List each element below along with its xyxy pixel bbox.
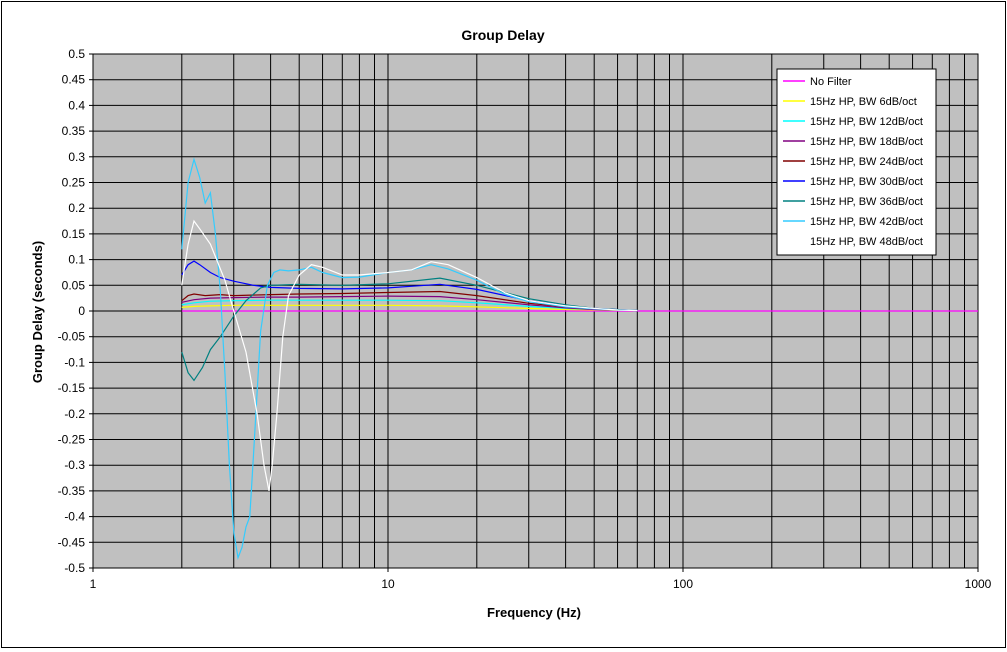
- y-tick-label: -0.5: [64, 561, 85, 575]
- y-tick-label: 0.3: [68, 150, 85, 164]
- legend-box: [776, 68, 937, 256]
- legend-entry: 15Hz HP, BW 18dB/oct: [810, 136, 923, 148]
- legend-entry: 15Hz HP, BW 48dB/oct: [810, 236, 923, 248]
- series-line-2: [181, 304, 638, 312]
- y-tick-label: -0.1: [64, 355, 85, 369]
- y-tick-label: 0.25: [62, 176, 86, 190]
- y-tick-label: 0: [78, 304, 85, 318]
- legend: No Filter 15Hz HP, BW 6dB/oct 15Hz HP, BW …: [776, 68, 937, 256]
- x-tick-label: 1: [90, 577, 97, 591]
- y-tick-label: -0.15: [58, 381, 86, 395]
- series-line-9: [181, 219, 638, 492]
- chart-title: Group Delay: [461, 27, 544, 43]
- y-tick-label: 0.35: [62, 124, 86, 138]
- series-line-3: [181, 299, 638, 312]
- series-line-7: [181, 277, 638, 382]
- y-tick-label: -0.35: [58, 484, 86, 498]
- legend-entry: 15Hz HP, BW 42dB/oct: [810, 216, 923, 228]
- legend-entry: 15Hz HP, BW 24dB/oct: [810, 156, 923, 168]
- y-tick-label: 0.05: [62, 278, 86, 292]
- y-tick-label: 0.15: [62, 227, 86, 241]
- x-axis-label: Frequency (Hz): [487, 605, 581, 620]
- y-tick-label: 0.1: [68, 253, 85, 267]
- x-tick-label: 1000: [965, 577, 992, 591]
- y-tick-label: -0.45: [58, 535, 86, 549]
- y-tick-label: -0.05: [58, 330, 86, 344]
- legend-entry: 15Hz HP, BW 6dB/oct: [810, 96, 917, 108]
- y-tick-label: 0.4: [68, 98, 85, 112]
- y-tick-label: 0.5: [68, 47, 85, 61]
- y-tick-label: -0.4: [64, 510, 85, 524]
- y-tick-label: 0.45: [62, 73, 86, 87]
- x-tick-label: 100: [673, 577, 693, 591]
- legend-entry: No Filter: [810, 76, 852, 88]
- y-axis-label: Group Delay (seconds): [30, 241, 45, 383]
- legend-entry: 15Hz HP, BW 30dB/oct: [810, 176, 923, 188]
- legend-entry: 15Hz HP, BW 12dB/oct: [810, 116, 923, 128]
- legend-entry: 15Hz HP, BW 36dB/oct: [810, 196, 923, 208]
- series-line-5: [181, 290, 638, 312]
- y-tick-label: -0.3: [64, 458, 85, 472]
- y-tick-label: 0.2: [68, 201, 85, 215]
- y-tick-label: -0.25: [58, 433, 86, 447]
- series-line-4: [181, 295, 638, 312]
- y-tick-label: -0.2: [64, 407, 85, 421]
- x-tick-label: 10: [381, 577, 395, 591]
- series-line-8: [181, 157, 638, 560]
